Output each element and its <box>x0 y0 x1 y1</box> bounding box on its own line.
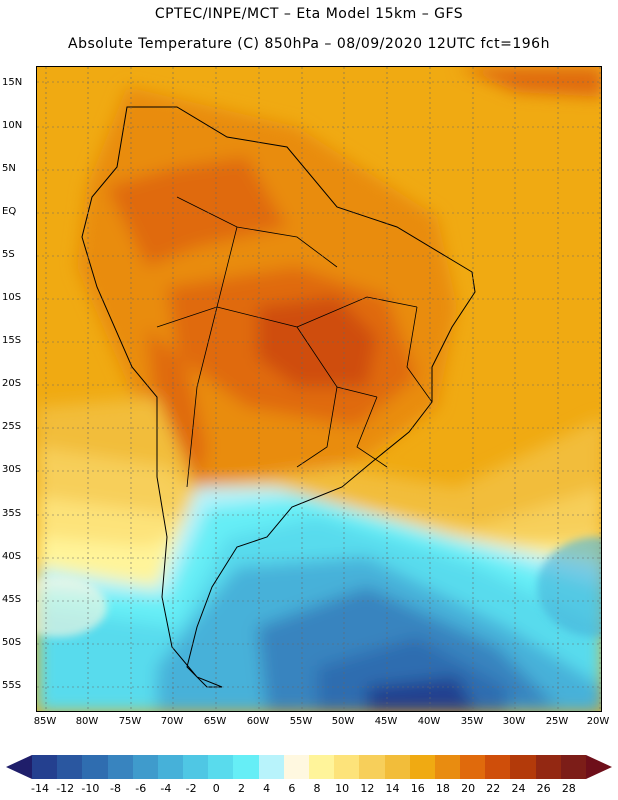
colorbar-segment <box>132 755 159 779</box>
colorbar-label: -12 <box>56 782 75 795</box>
lat-label: EQ <box>2 206 17 217</box>
lat-label: 30S <box>2 464 22 475</box>
title-line-2: Absolute Temperature (C) 850hPa – 08/09/… <box>68 36 550 52</box>
lat-label: 15N <box>2 77 23 88</box>
temperature-map[interactable] <box>36 66 602 712</box>
lat-label: 15S <box>2 335 22 346</box>
colorbar-segment <box>57 755 83 779</box>
colorbar-label: 22 <box>486 782 501 795</box>
colorbar-label: -4 <box>160 782 172 795</box>
lon-label: 60W <box>246 716 270 727</box>
lat-lon-grid <box>37 67 601 711</box>
lat-label: 45S <box>2 594 22 605</box>
lat-label: 55S <box>2 680 22 691</box>
colorbar-label: 16 <box>410 782 425 795</box>
colorbar-label: 6 <box>288 782 296 795</box>
lon-label: 25W <box>545 716 569 727</box>
colorbar-label: 26 <box>536 782 551 795</box>
lon-label: 20W <box>586 716 610 727</box>
colorbar-label: -6 <box>135 782 147 795</box>
colorbar-segment <box>384 755 411 779</box>
colorbar-high-arrow <box>586 755 612 779</box>
lat-label: 35S <box>2 508 22 519</box>
colorbar-label: 10 <box>335 782 350 795</box>
zone-20-22-north <box>107 157 287 267</box>
colorbar-segment <box>208 755 234 779</box>
colorbar-segment <box>309 755 335 779</box>
colorbar-segment <box>157 755 184 779</box>
title-line-1: CPTEC/INPE/MCT – Eta Model 15km – GFS <box>154 6 464 22</box>
colorbar-label: 12 <box>360 782 375 795</box>
lon-label: 85W <box>33 716 57 727</box>
colorbar-segment <box>535 755 562 779</box>
colorbar-segment <box>82 755 109 779</box>
colorbar-segment <box>233 755 260 779</box>
colorbar-segment <box>485 755 511 779</box>
colorbar-label: -10 <box>81 782 100 795</box>
colorbar-segment <box>107 755 134 779</box>
colorbar-segment <box>510 755 537 779</box>
lon-label: 35W <box>460 716 484 727</box>
temperature-field <box>37 67 601 711</box>
colorbar-segment <box>283 755 310 779</box>
lon-label: 75W <box>118 716 142 727</box>
cold-blob-west-atlantic <box>37 537 601 637</box>
lon-label: 30W <box>502 716 526 727</box>
colorbar-segment <box>359 755 386 779</box>
colorbar-segment <box>460 755 486 779</box>
colorbar-label: 20 <box>461 782 476 795</box>
colorbar-label: 18 <box>435 782 450 795</box>
lat-label: 40S <box>2 551 22 562</box>
zone-16-18-south <box>37 397 601 547</box>
lat-label: 5S <box>2 249 15 260</box>
colorbar-label: 28 <box>561 782 576 795</box>
colorbar-low-arrow <box>6 755 32 779</box>
colorbar-label: -14 <box>31 782 49 795</box>
colorbar-segment <box>560 755 587 779</box>
colorbar-segment <box>258 755 285 779</box>
lon-label: 55W <box>289 716 313 727</box>
lat-label: 25S <box>2 421 22 432</box>
lon-label: 80W <box>75 716 99 727</box>
colorbar-segment <box>32 755 58 779</box>
lat-label: 50S <box>2 637 22 648</box>
lon-label: 70W <box>160 716 184 727</box>
colorbar-label: 24 <box>511 782 526 795</box>
lat-label: 5N <box>2 163 16 174</box>
colorbar-segment <box>434 755 461 779</box>
colorbar-segment <box>334 755 360 779</box>
colorbar-label: 4 <box>263 782 271 795</box>
lat-label: 10S <box>2 292 22 303</box>
country-borders <box>156 196 433 488</box>
colorbar-label: -2 <box>185 782 197 795</box>
south-america-coastline <box>81 106 476 688</box>
lon-label: 50W <box>331 716 355 727</box>
zone-minus12-minus10 <box>367 677 476 711</box>
lat-label: 10N <box>2 120 23 131</box>
lat-label: 20S <box>2 378 22 389</box>
colorbar-label: 8 <box>313 782 321 795</box>
lon-label: 65W <box>203 716 227 727</box>
colorbar-label: -8 <box>110 782 122 795</box>
lon-label: 40W <box>417 716 441 727</box>
colorbar-label: 0 <box>212 782 220 795</box>
colorbar-segment <box>183 755 209 779</box>
colorbar-label: 14 <box>385 782 400 795</box>
colorbar-label: 2 <box>237 782 245 795</box>
colorbar-segment <box>409 755 436 779</box>
lon-label: 45W <box>374 716 398 727</box>
